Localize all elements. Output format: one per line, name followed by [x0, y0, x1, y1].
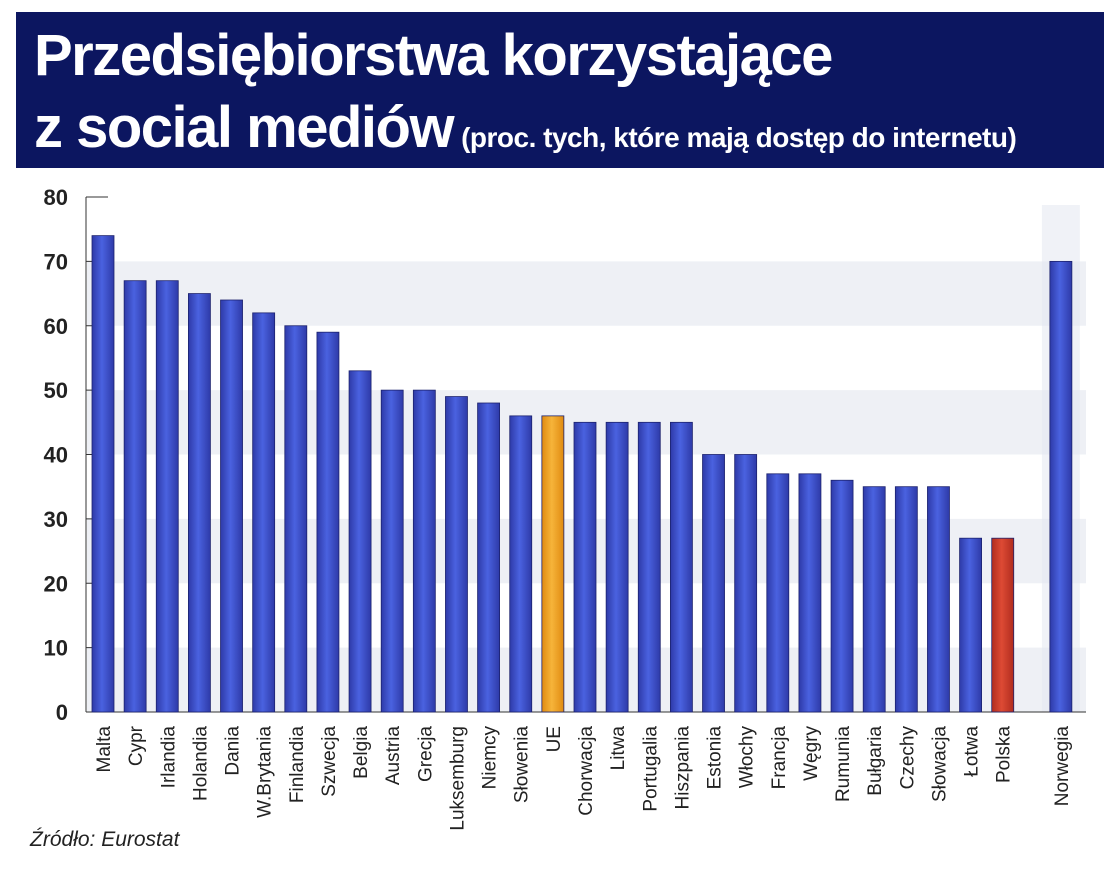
x-tick-label: UE: [544, 726, 565, 752]
x-tick-label: Grecja: [415, 726, 436, 782]
bar-finlandia: [284, 325, 308, 713]
x-tick-label: Włochy: [737, 726, 758, 789]
chart-title-line2: z social mediów: [34, 95, 455, 160]
bar-ue: [541, 415, 565, 713]
bar-łotwa: [959, 537, 982, 713]
y-tick-label: 60: [44, 314, 68, 339]
x-tick-label: Estonia: [705, 726, 726, 790]
x-tick-label: Dania: [223, 726, 244, 776]
bar-hiszpania: [670, 421, 693, 713]
y-tick-label: 80: [44, 185, 68, 210]
x-tick-label: Cypr: [126, 725, 147, 766]
y-tick-label: 50: [44, 378, 68, 403]
y-tick-label: 0: [56, 700, 68, 725]
y-tick-label: 40: [44, 443, 68, 468]
bar-dania: [220, 299, 243, 713]
source-note: Źródło: Eurostat: [30, 828, 180, 851]
bars: [91, 235, 1073, 713]
bar-luksemburg: [445, 396, 468, 713]
x-tick-label: Węgry: [801, 726, 822, 781]
x-tick-label: Luksemburg: [447, 726, 468, 831]
bar-rumunia: [830, 479, 854, 713]
x-tick-label: Litwa: [608, 726, 629, 771]
x-tick-label: Łotwa: [962, 726, 983, 777]
bar-malta: [91, 235, 115, 713]
bar-norwegia: [1049, 260, 1073, 713]
x-tick-label: Czechy: [897, 726, 918, 790]
bar-czechy: [894, 486, 918, 713]
bar-holandia: [187, 293, 211, 713]
x-tick-label: Norwegia: [1052, 726, 1073, 807]
x-tick-label: Austria: [383, 726, 404, 786]
chart-title-line1: Przedsiębiorstwa korzystające: [34, 23, 833, 88]
x-tick-label: Bułgaria: [865, 726, 886, 796]
x-tick-label: Finlandia: [287, 726, 308, 804]
y-tick-label: 30: [44, 507, 68, 532]
bar-słowacja: [927, 486, 950, 713]
bar-węgry: [798, 473, 822, 713]
bar-włochy: [734, 454, 758, 713]
bar-grecja: [412, 389, 436, 713]
bar-irlandia: [155, 280, 179, 713]
x-tick-label: Holandia: [190, 726, 211, 801]
bar-polska: [991, 537, 1015, 713]
x-tick-label: Belgia: [351, 726, 372, 779]
bar-niemcy: [477, 402, 501, 713]
x-tick-label: Słowenia: [512, 726, 533, 804]
x-tick-label: Rumunia: [833, 726, 854, 802]
bar-bułgaria: [862, 486, 886, 713]
y-tick-label: 10: [44, 636, 68, 661]
x-tick-label: Francja: [769, 726, 790, 790]
y-tick-label: 20: [44, 571, 68, 596]
x-tick-label: Portugalia: [640, 726, 661, 812]
x-tick-labels: Malta Cypr Irlandia Holandia Dania W.Brytania…: [94, 725, 1073, 830]
x-tick-label: Chorwacja: [576, 726, 597, 816]
x-tick-label: Irlandia: [158, 726, 179, 789]
bar-szwecja: [316, 331, 340, 713]
x-tick-label: Szwecja: [319, 726, 340, 797]
bar-francja: [766, 473, 790, 713]
y-tick-label: 70: [44, 249, 68, 274]
bar-belgia: [348, 370, 372, 713]
x-tick-label: Polska: [994, 726, 1015, 783]
x-tick-label: Malta: [94, 726, 115, 773]
bar-austria: [380, 389, 404, 713]
bar-cypr: [123, 280, 147, 713]
bar-słowenia: [509, 415, 533, 713]
x-tick-label: Słowacja: [929, 726, 950, 802]
bar-litwa: [605, 421, 629, 713]
chart-title-line2-wrap: z social mediów (proc. tych, które mają d…: [34, 94, 1017, 161]
chart-subtitle: (proc. tych, które mają dostęp do intern…: [461, 122, 1017, 153]
x-tick-label: Niemcy: [480, 726, 501, 790]
bar-w-brytania: [252, 312, 276, 713]
chart-header: Przedsiębiorstwa korzystające z social m…: [16, 12, 1104, 168]
bar-chorwacja: [573, 421, 597, 713]
chart-area: 0 10 20 30 40 50 60 70 80 Malta Cypr Irlandia Holand…: [0, 170, 1120, 880]
x-tick-label: W.Brytania: [255, 726, 276, 818]
x-tick-label: Hiszpania: [672, 726, 693, 810]
bar-portugalia: [637, 421, 661, 713]
bar-chart: 0 10 20 30 40 50 60 70 80 Malta Cypr Irlandia Holand…: [44, 185, 1086, 831]
bar-estonia: [702, 454, 725, 713]
